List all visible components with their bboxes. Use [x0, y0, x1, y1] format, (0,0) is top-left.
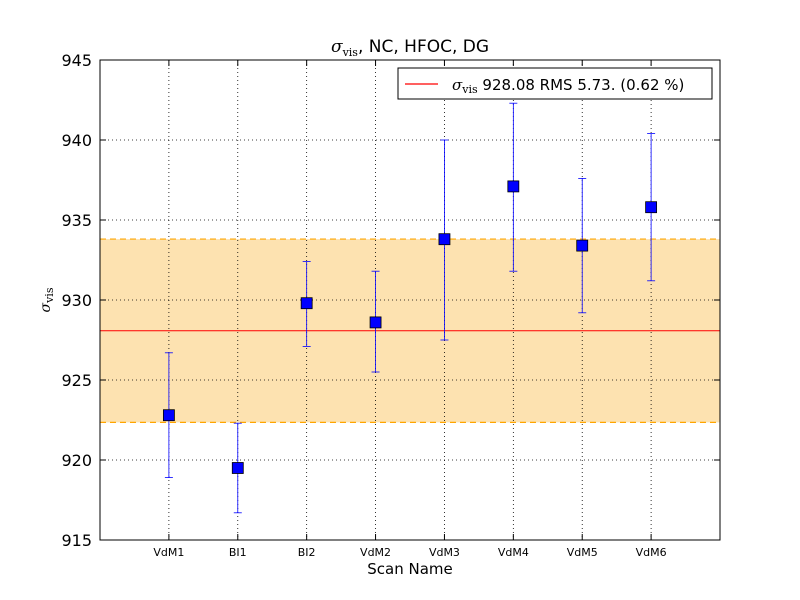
- data-point: [576, 239, 589, 252]
- legend: σvis 928.08 RMS 5.73. (0.62 %): [397, 67, 713, 100]
- data-point: [162, 409, 175, 422]
- data-point: [438, 233, 451, 246]
- x-tick-label: VdM3: [429, 546, 460, 559]
- x-tick-label: BI2: [298, 546, 316, 559]
- x-tick-label: VdM1: [153, 546, 184, 559]
- y-tick-label: 935: [61, 211, 92, 230]
- y-axis-label: σvis: [38, 287, 56, 312]
- axes-frame: [99, 59, 721, 541]
- y-tick-label: 940: [61, 131, 92, 150]
- y-tick-label: 915: [61, 531, 92, 550]
- data-series: [162, 102, 658, 514]
- chart-title: σvis, NC, HFOC, DG: [331, 37, 489, 59]
- x-axis-label: Scan Name: [367, 560, 453, 578]
- data-point: [507, 180, 520, 193]
- legend-box: [397, 67, 713, 100]
- x-tick-label: VdM2: [360, 546, 391, 559]
- x-tick-label: VdM6: [636, 546, 667, 559]
- y-tick-label: 920: [61, 451, 92, 470]
- y-tick-label: 945: [61, 51, 92, 70]
- data-point: [300, 297, 313, 310]
- data-point: [231, 462, 244, 474]
- x-tick-label: VdM4: [498, 546, 529, 559]
- legend-label: σvis 928.08 RMS 5.73. (0.62 %): [452, 76, 684, 96]
- grid: 915 920 925 930 935 940 945 VdM1 BI1 BI2 VdM2 VdM3 V…: [61, 51, 720, 559]
- data-point: [369, 316, 382, 329]
- y-tick-label: 930: [61, 291, 92, 310]
- data-point: [645, 201, 658, 214]
- x-tick-label: BI1: [229, 546, 247, 559]
- x-tick-label: VdM5: [567, 546, 598, 559]
- y-tick-label: 925: [61, 371, 92, 390]
